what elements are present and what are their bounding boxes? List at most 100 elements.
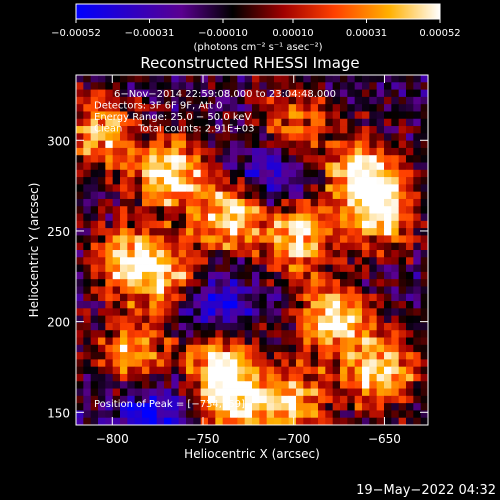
heatmap-cell xyxy=(193,206,202,214)
heatmap-cell xyxy=(90,352,99,360)
heatmap-cell xyxy=(76,184,84,193)
heatmap-cell xyxy=(369,293,378,302)
heatmap-cell xyxy=(164,293,172,302)
heatmap-cell xyxy=(90,395,99,404)
heatmap-cell xyxy=(310,373,319,382)
heatmap-cell xyxy=(164,75,172,83)
heatmap-cell xyxy=(208,75,216,83)
heatmap-cell xyxy=(244,111,253,120)
heatmap-cell xyxy=(318,286,326,295)
heatmap-cell xyxy=(303,381,312,389)
heatmap-cell xyxy=(376,111,385,120)
heatmap-cell xyxy=(200,286,209,295)
heatmap-cell xyxy=(127,155,136,163)
heatmap-cell xyxy=(296,417,304,426)
heatmap-cell xyxy=(171,177,180,185)
heatmap-cell xyxy=(215,271,224,280)
heatmap-cell xyxy=(354,75,363,83)
heatmap-cell xyxy=(178,89,187,98)
heatmap-cell xyxy=(237,147,246,156)
heatmap-cell xyxy=(391,220,400,229)
heatmap-cell xyxy=(193,213,202,222)
heatmap-cell xyxy=(105,403,114,411)
heatmap-cell xyxy=(156,395,165,404)
heatmap-cell xyxy=(134,235,143,244)
heatmap-cell xyxy=(105,198,114,207)
heatmap-cell xyxy=(171,388,180,397)
heatmap-cell xyxy=(369,359,378,368)
heatmap-cell xyxy=(347,184,356,193)
heatmap-cell xyxy=(252,301,260,309)
heatmap-cell xyxy=(384,126,392,134)
heatmap-cell xyxy=(237,220,246,229)
heatmap-cell xyxy=(222,242,231,251)
heatmap-cell xyxy=(340,293,348,302)
heatmap-cell xyxy=(332,250,341,258)
heatmap-cell xyxy=(252,388,260,397)
heatmap-cell xyxy=(303,250,312,258)
heatmap-cell xyxy=(156,118,165,127)
heatmap-cell xyxy=(120,250,128,258)
heatmap-cell xyxy=(391,359,400,368)
heatmap-cell xyxy=(244,250,253,258)
heatmap-cell xyxy=(354,373,363,382)
heatmap-cell xyxy=(127,373,136,382)
heatmap-cell xyxy=(208,388,216,397)
heatmap-cell xyxy=(413,220,422,229)
heatmap-cell xyxy=(310,228,319,236)
heatmap-cell xyxy=(156,228,165,236)
heatmap-cell xyxy=(347,242,356,251)
heatmap-cell xyxy=(112,75,121,83)
heatmap-cell xyxy=(178,228,187,236)
heatmap-cell xyxy=(252,213,260,222)
heatmap-cell xyxy=(318,228,326,236)
heatmap-cell xyxy=(186,133,194,142)
heatmap-cell xyxy=(208,191,216,200)
heatmap-cell xyxy=(354,220,363,229)
heatmap-cell xyxy=(340,198,348,207)
heatmap-cell xyxy=(156,308,165,317)
heatmap-cell xyxy=(215,228,224,236)
heatmap-cell xyxy=(347,228,356,236)
heatmap-cell xyxy=(376,126,385,134)
heatmap-cell xyxy=(369,337,378,346)
heatmap-cell xyxy=(406,133,414,142)
heatmap-cell xyxy=(237,264,246,273)
heatmap-cell xyxy=(420,352,429,360)
heatmap-cell xyxy=(281,417,290,426)
heatmap-cell xyxy=(112,322,121,331)
heatmap-cell xyxy=(127,417,136,426)
heatmap-cell xyxy=(259,220,268,229)
heatmap-cell xyxy=(178,330,187,338)
heatmap-cell xyxy=(259,111,268,120)
heatmap-cell xyxy=(83,75,92,83)
heatmap-cell xyxy=(376,403,385,411)
heatmap-cell xyxy=(112,359,121,368)
heatmap-cell xyxy=(281,286,290,295)
heatmap-cell xyxy=(134,337,143,346)
heatmap-cell xyxy=(376,213,385,222)
heatmap-cell xyxy=(112,373,121,382)
heatmap-cell xyxy=(142,111,150,120)
heatmap-cell xyxy=(98,89,106,98)
heatmap-cell xyxy=(215,155,224,163)
heatmap-cell xyxy=(134,177,143,185)
heatmap-cell xyxy=(398,111,407,120)
heatmap-cell xyxy=(98,330,106,338)
heatmap-cell xyxy=(127,293,136,302)
heatmap-cell xyxy=(215,162,224,171)
heatmap-cell xyxy=(391,344,400,353)
heatmap-cell xyxy=(193,366,202,375)
heatmap-cell xyxy=(325,191,334,200)
heatmap-cell xyxy=(266,162,275,171)
heatmap-cell xyxy=(178,337,187,346)
heatmap-cell xyxy=(149,111,158,120)
heatmap-cell xyxy=(274,344,282,353)
heatmap-cell xyxy=(200,373,209,382)
heatmap-cell xyxy=(259,373,268,382)
heatmap-cell xyxy=(398,75,407,83)
heatmap-cell xyxy=(127,111,136,120)
heatmap-cell xyxy=(215,242,224,251)
heatmap-cell xyxy=(332,75,341,83)
heatmap-cell xyxy=(120,308,128,317)
